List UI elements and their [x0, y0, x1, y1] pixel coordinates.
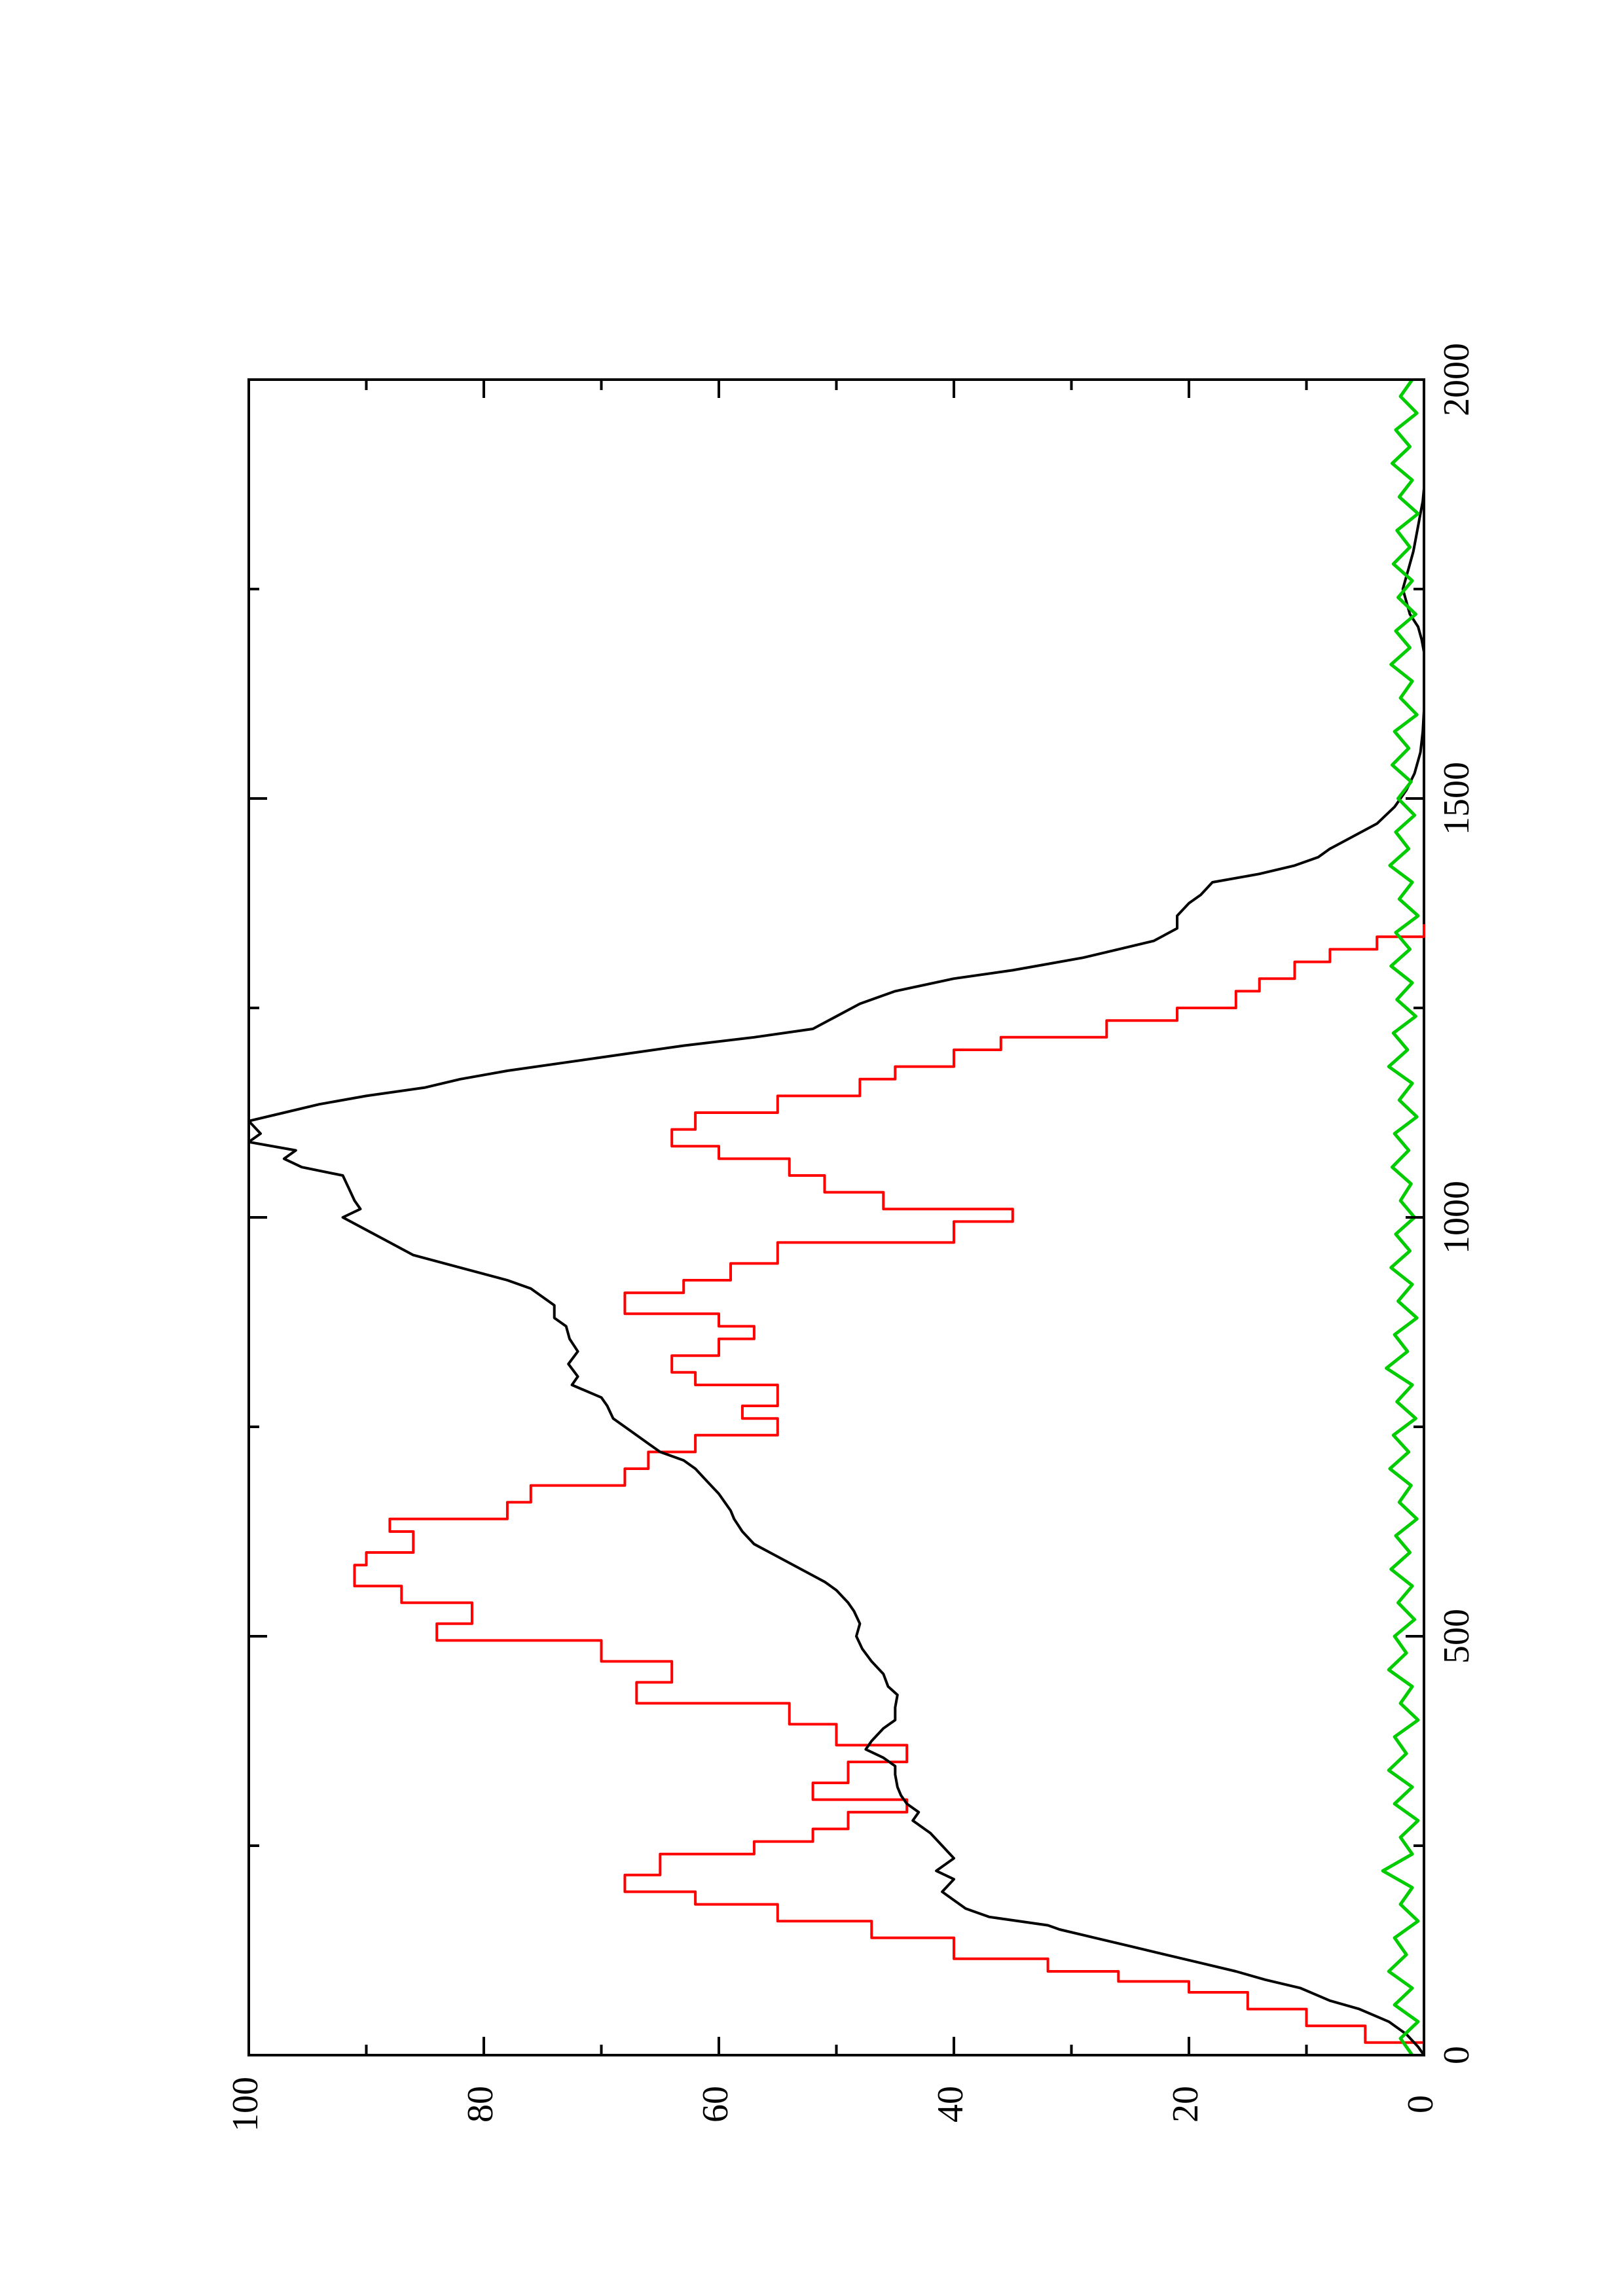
- ticks-layer: [247, 378, 1425, 2056]
- x-tick-label: 2000: [1436, 343, 1477, 416]
- y-tick-label: 40: [930, 2086, 971, 2123]
- series-layer: [247, 378, 1425, 2056]
- y-tick-label: 20: [1165, 2086, 1206, 2123]
- labels-layer: 0 500 1000 1500 2000 0 20 40 60 80 100: [225, 343, 1477, 2132]
- plot-frame: [247, 378, 1425, 2056]
- x-tick-label: 0: [1436, 2046, 1477, 2064]
- series-line-1: [247, 380, 1425, 2056]
- y-tick-label: 60: [695, 2086, 736, 2123]
- x-tick-label: 1000: [1436, 1181, 1477, 1254]
- x-tick-label: 1500: [1436, 762, 1477, 835]
- series-line-0: [353, 924, 1425, 2055]
- y-tick-label: 0: [1400, 2095, 1441, 2113]
- y-tick-label: 80: [460, 2086, 501, 2123]
- y-tick-label: 100: [225, 2077, 266, 2132]
- x-tick-label: 500: [1436, 1609, 1477, 1664]
